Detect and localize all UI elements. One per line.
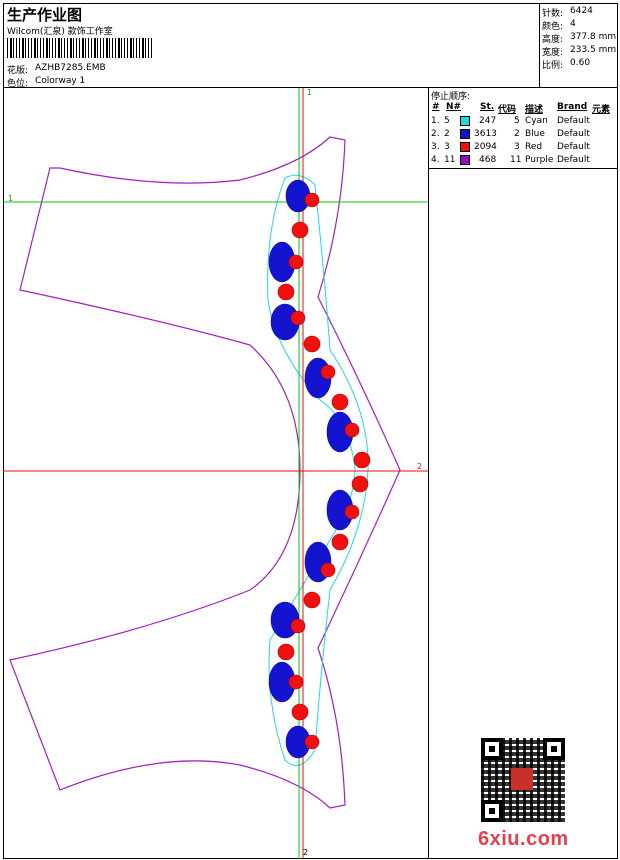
row-code: 3 (514, 142, 520, 152)
row-num: 3. (431, 142, 440, 152)
red-motif (344, 504, 360, 520)
stat-value: 4 (570, 19, 576, 29)
company-name: Wilcom(汇泉) 款饰工作室 (7, 27, 113, 37)
v-guide-label-bottom: 2 (303, 848, 309, 857)
red-motif (304, 192, 320, 208)
row-desc: Purple (525, 155, 554, 165)
red-motif (291, 221, 309, 239)
row-desc: Blue (525, 129, 545, 139)
row-n: 3 (444, 142, 450, 152)
red-motif (304, 734, 320, 750)
red-motif (353, 451, 371, 469)
stat-label: 颜色: (542, 22, 564, 32)
stat-value: 0.60 (570, 58, 591, 68)
design-label: 花版: (7, 66, 29, 76)
red-motif (288, 254, 304, 270)
row-num: 1. (431, 116, 440, 126)
row-desc: Cyan (525, 116, 548, 126)
stat-label: 针数: (542, 9, 564, 19)
row-desc: Red (525, 142, 543, 152)
red-motif (290, 618, 306, 634)
color-swatch (460, 142, 470, 152)
stat-value: 6424 (570, 6, 593, 16)
right-panel (428, 168, 618, 859)
page-title: 生产作业图 (7, 6, 83, 24)
v-guide-label-top: 1 (307, 88, 313, 97)
row-brand: Default (557, 142, 590, 152)
row-brand: Default (557, 155, 590, 165)
row-num: 4. (431, 155, 440, 165)
colorway-label: 色位: (7, 79, 29, 89)
underlay-outline (267, 174, 369, 767)
red-motif (288, 674, 304, 690)
col-header-n: N# (446, 102, 462, 112)
watermark: 6xiu.com (478, 828, 569, 850)
col-header-stitches: St. (480, 102, 495, 112)
stat-label: 比例: (542, 61, 564, 71)
color-swatch (460, 129, 470, 139)
row-brand: Default (557, 129, 590, 139)
col-header-desc: 描述 (525, 105, 544, 115)
stat-value: 233.5 mm (570, 45, 617, 55)
color-swatch (460, 116, 470, 126)
row-num: 2. (431, 129, 440, 139)
design-file: AZHB7285.EMB (35, 63, 106, 73)
red-motif (290, 310, 306, 326)
row-code: 5 (514, 116, 520, 126)
stat-value: 377.8 mm (570, 32, 617, 42)
color-swatch (460, 155, 470, 165)
stat-label: 宽度: (542, 48, 564, 58)
red-motif (291, 703, 309, 721)
row-stitches: 3613 (474, 129, 497, 139)
stop-sequence-title: 停止顺序: (431, 92, 471, 102)
garment-outline (9, 136, 401, 809)
row-n: 11 (444, 155, 456, 165)
barcode (7, 38, 152, 58)
red-motif (331, 393, 349, 411)
col-header-num: # (432, 102, 440, 112)
red-motif (277, 283, 295, 301)
red-motif (331, 533, 349, 551)
col-header-brand: Brand (557, 102, 588, 112)
row-n: 5 (444, 116, 450, 126)
red-motif (320, 562, 336, 578)
red-motif (320, 364, 336, 380)
red-motif (277, 643, 295, 661)
colorway-value: Colorway 1 (35, 76, 86, 86)
row-stitches: 247 (479, 116, 497, 126)
row-n: 2 (444, 129, 450, 139)
h-guide-label-top: 1 (8, 194, 14, 203)
row-brand: Default (557, 116, 590, 126)
seal-icon (511, 768, 533, 790)
h-guide-label-mid: 2 (417, 462, 423, 471)
red-motif (303, 335, 321, 353)
col-header-element: 元素 (592, 105, 611, 115)
row-stitches: 468 (479, 155, 497, 165)
row-stitches: 2094 (474, 142, 497, 152)
row-code: 11 (510, 155, 522, 165)
row-code: 2 (514, 129, 520, 139)
col-header-code: 代码 (498, 105, 517, 115)
red-motif (344, 422, 360, 438)
red-motif (303, 591, 321, 609)
red-motif (351, 475, 369, 493)
stat-label: 高度: (542, 35, 564, 45)
